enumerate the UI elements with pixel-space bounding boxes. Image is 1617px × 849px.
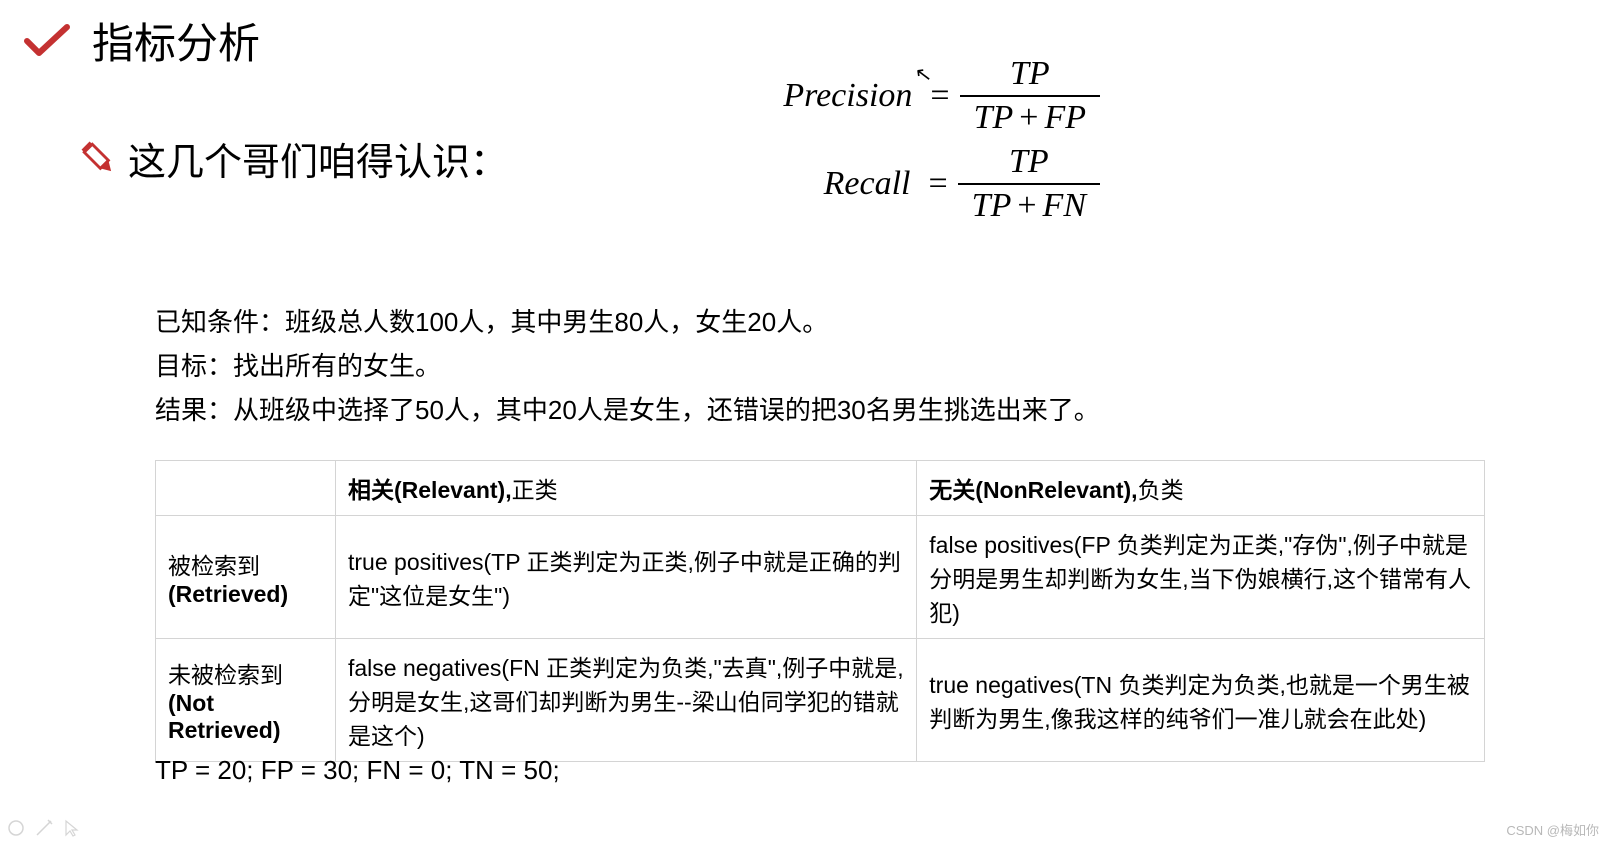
heading-text: 指标分析 xyxy=(92,10,260,71)
cell-tp: true positives(TP 正类判定为正类,例子中就是正确的判定"这位是… xyxy=(336,516,917,639)
row1-head-l2: (Retrieved) xyxy=(168,581,323,608)
header-nonrelevant-tail: 负类 xyxy=(1138,477,1184,503)
recall-den-right: FN xyxy=(1043,187,1086,224)
plus-sign: + xyxy=(1013,99,1044,136)
row2-head: 未被检索到 (Not Retrieved) xyxy=(156,639,336,762)
table-row: 被检索到 (Retrieved) true positives(TP 正类判定为… xyxy=(156,516,1485,639)
recall-den-left: TP xyxy=(972,187,1012,224)
formulas-block: Precision = TP TP+FP Recall = TP TP+FN xyxy=(660,55,1100,231)
precision-label: Precision xyxy=(783,77,920,115)
cursor-tool-icon[interactable] xyxy=(62,818,82,843)
header-relevant-bold: 相关(Relevant), xyxy=(348,477,512,503)
formula-recall: Recall = TP TP+FN xyxy=(660,143,1100,225)
example-block: 已知条件：班级总人数100人，其中男生80人，女生20人。 目标：找出所有的女生… xyxy=(155,300,1485,433)
plus-sign: + xyxy=(1011,187,1042,224)
row1-head-l1: 被检索到 xyxy=(168,547,323,581)
tool-icon[interactable] xyxy=(6,818,26,843)
row1-head: 被检索到 (Retrieved) xyxy=(156,516,336,639)
example-line-1: 已知条件：班级总人数100人，其中男生80人，女生20人。 xyxy=(155,300,1485,344)
row2-head-l3: Retrieved) xyxy=(168,717,323,744)
recall-fraction: TP TP+FN xyxy=(958,143,1100,225)
recall-denominator: TP+FN xyxy=(958,183,1100,225)
check-icon xyxy=(20,23,74,59)
corner-toolbar xyxy=(6,818,82,843)
recall-numerator: TP xyxy=(995,143,1063,183)
watermark: CSDN @梅如你 xyxy=(1506,820,1599,839)
header-relevant-tail: 正类 xyxy=(512,477,558,503)
precision-fraction: TP TP+FP xyxy=(960,55,1100,137)
slide-root: 指标分析 这几个哥们咱得认识： Precision = TP TP+FP xyxy=(0,0,1617,849)
header-relevant: 相关(Relevant),正类 xyxy=(336,461,917,516)
table-row: 未被检索到 (Not Retrieved) false negatives(FN… xyxy=(156,639,1485,762)
row2-head-l1: 未被检索到 xyxy=(168,656,323,690)
equals-sign: = xyxy=(918,165,957,203)
subheading-text: 这几个哥们咱得认识： xyxy=(128,131,508,186)
header-nonrelevant-bold: 无关(NonRelevant), xyxy=(929,477,1137,503)
pencil-icon xyxy=(80,140,120,178)
header-blank xyxy=(156,461,336,516)
precision-numerator: TP xyxy=(996,55,1064,95)
precision-den-right: FP xyxy=(1044,99,1086,136)
example-line-2: 目标：找出所有的女生。 xyxy=(155,344,1485,388)
formula-precision: Precision = TP TP+FP xyxy=(660,55,1100,137)
cursor-icon: ↖ xyxy=(913,61,933,88)
precision-den-left: TP xyxy=(974,99,1014,136)
values-line: TP = 20; FP = 30; FN = 0; TN = 50; xyxy=(155,755,560,786)
header-nonrelevant: 无关(NonRelevant),负类 xyxy=(917,461,1485,516)
recall-label: Recall xyxy=(824,165,919,203)
cell-fp: false positives(FP 负类判定为正类,"存伪",例子中就是分明是… xyxy=(917,516,1485,639)
example-line-3: 结果：从班级中选择了50人，其中20人是女生，还错误的把30名男生挑选出来了。 xyxy=(155,388,1485,432)
cell-tn: true negatives(TN 负类判定为负类,也就是一个男生被判断为男生,… xyxy=(917,639,1485,762)
table-header-row: 相关(Relevant),正类 无关(NonRelevant),负类 xyxy=(156,461,1485,516)
tool-icon[interactable] xyxy=(34,818,54,843)
cell-fn: false negatives(FN 正类判定为负类,"去真",例子中就是,分明… xyxy=(336,639,917,762)
precision-denominator: TP+FP xyxy=(960,95,1100,137)
confusion-table: 相关(Relevant),正类 无关(NonRelevant),负类 被检索到 … xyxy=(155,460,1485,762)
row2-head-l2: (Not xyxy=(168,690,323,717)
